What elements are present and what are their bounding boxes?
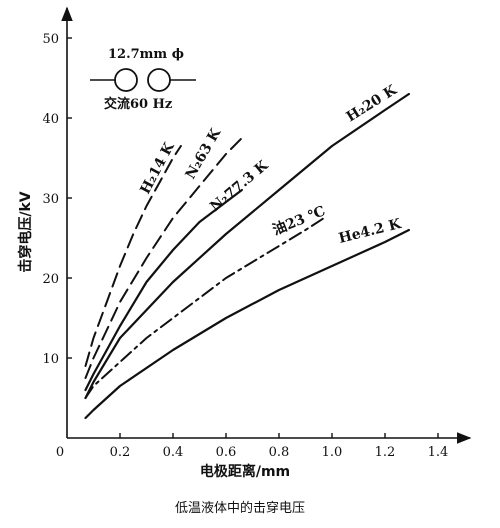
series-label-0: H₂14 K: [137, 139, 178, 197]
inset-condition-label: 交流60 Hz: [104, 96, 172, 112]
series-lines: [84, 92, 410, 420]
series-line-2: [84, 188, 243, 392]
y-tick-label: 10: [42, 352, 59, 367]
x-tick-label: 0.4: [163, 445, 184, 460]
x-tick-label: 0.6: [216, 445, 237, 460]
figure-caption: 低温液体中的击穿电压: [175, 500, 305, 516]
y-ticks: 10 20 30 40 50: [42, 32, 72, 367]
series-line-1: [84, 137, 243, 379]
series-line-0: [84, 145, 182, 367]
x-tick-label: 1.0: [322, 445, 343, 460]
y-tick-label: 20: [42, 272, 59, 287]
series-label-2: N₂77.3 K: [207, 157, 272, 215]
x-ticks: 0.2 0.4 0.6 0.8 1.0 1.2 1.4: [110, 433, 449, 460]
series-line-5: [84, 228, 410, 420]
series-line-3: [84, 92, 410, 400]
inset-diameter-label: 12.7mm ϕ: [108, 47, 184, 62]
series-label-1: N₂63 K: [183, 125, 225, 182]
electrode-sphere-right: [147, 68, 171, 92]
x-tick-label: 0.2: [110, 445, 131, 460]
series-line-4: [84, 217, 326, 399]
y-tick-label: 40: [42, 112, 59, 127]
origin-label: 0: [56, 445, 64, 460]
y-tick-label: 50: [42, 32, 59, 47]
y-tick-label: 30: [42, 192, 59, 207]
x-tick-label: 0.8: [269, 445, 290, 460]
electrode-sphere-left: [114, 68, 138, 92]
x-tick-label: 1.2: [375, 445, 396, 460]
y-axis-label: 击穿电压/kV: [17, 191, 34, 272]
series-label-5: He4.2 K: [337, 216, 403, 247]
x-axis-label: 电极距离/mm: [200, 463, 290, 480]
x-tick-label: 1.4: [428, 445, 449, 460]
electrode-inset: 12.7mm ϕ 交流60 Hz: [90, 47, 196, 112]
